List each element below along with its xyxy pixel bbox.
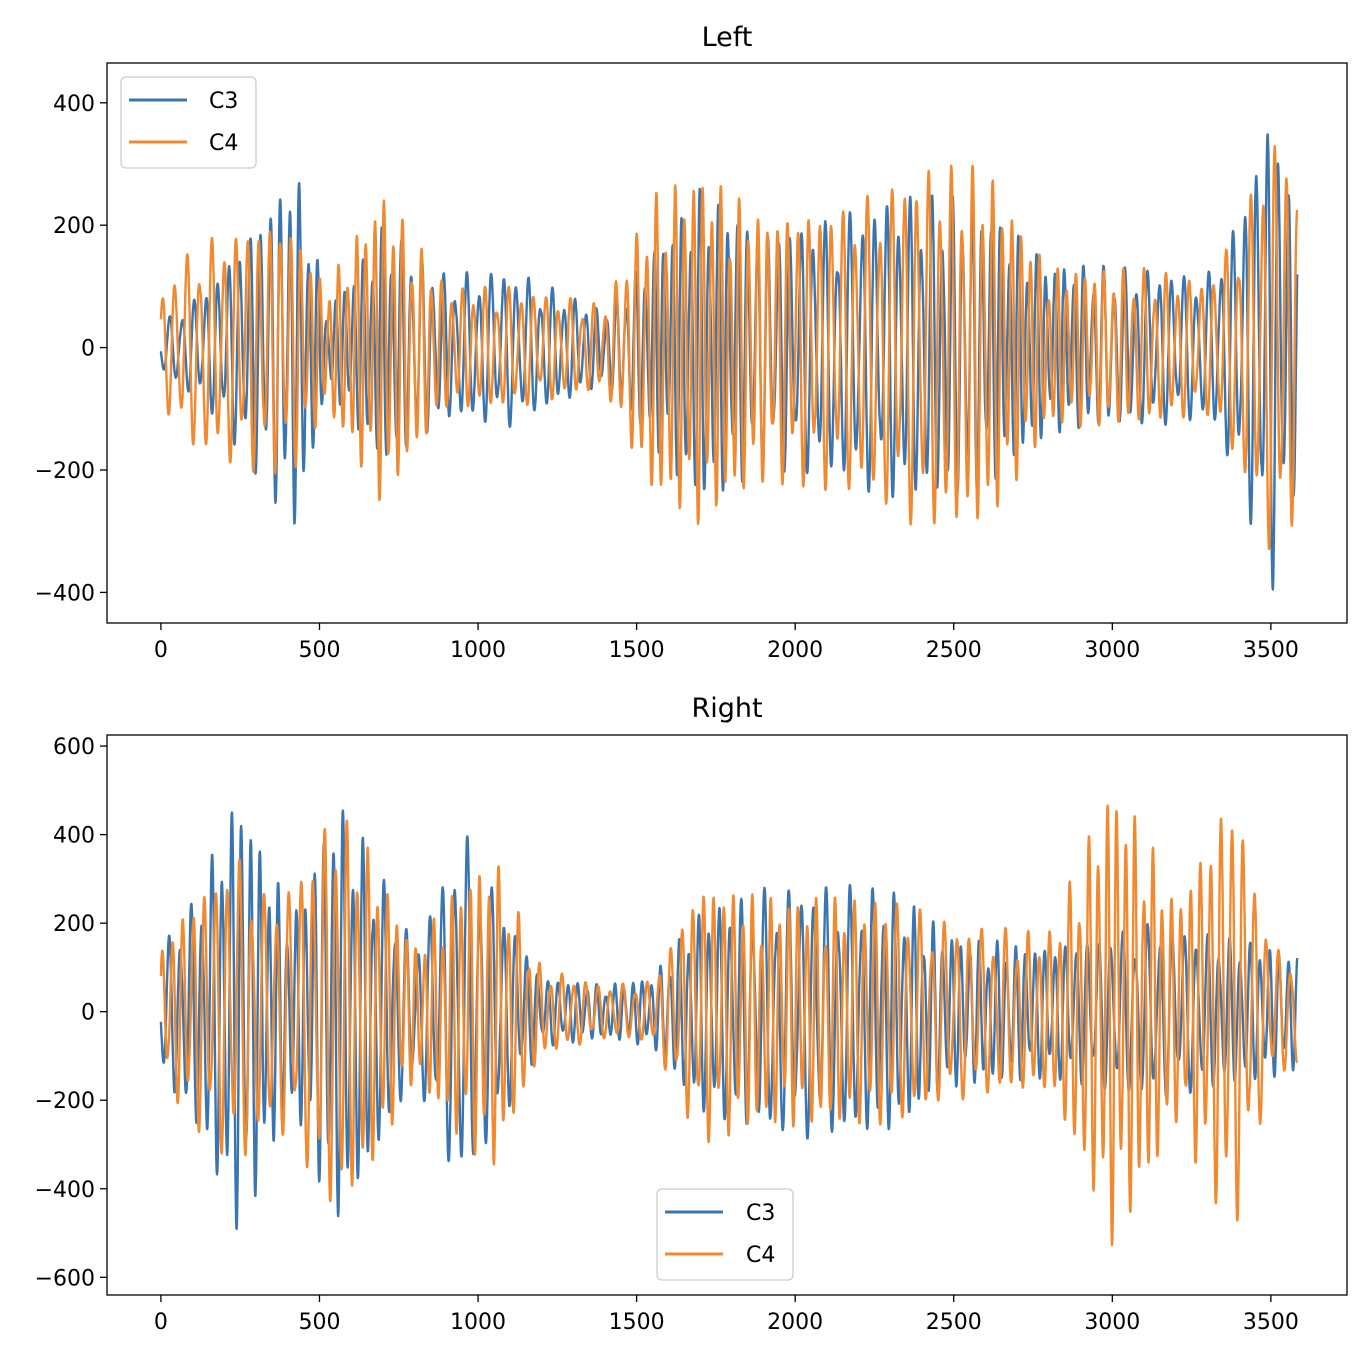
left-axis-ticks: 0 500 1000 1500 2000 2500 3000 35004002000−200−… (35, 92, 1299, 663)
left-x-tick-label: 3500 (1243, 638, 1299, 663)
right-legend: C3 C4 (656, 1188, 794, 1281)
right-y-tick-label: −600 (35, 1266, 95, 1291)
left-series-c4 (159, 145, 1299, 551)
left-x-tick-label: 500 (298, 638, 340, 663)
right-subplot: Right 0 500 1000 1500 2000 2500 3000 3500600400… (35, 693, 1348, 1335)
left-x-tick-label: 2000 (767, 638, 823, 663)
right-x-tick-label: 2500 (926, 1310, 982, 1335)
right-y-tick-label: 0 (81, 1001, 95, 1026)
right-legend-c3-label: C3 (746, 1201, 775, 1226)
left-y-tick-label: −200 (35, 459, 95, 484)
left-x-tick-label: 1000 (450, 638, 506, 663)
left-legend-c4-label: C4 (209, 131, 238, 156)
right-x-tick-label: 3000 (1084, 1310, 1140, 1335)
left-subplot-title: Left (702, 22, 753, 53)
right-plot-frame (106, 734, 1348, 1296)
right-x-tick-label: 1500 (609, 1310, 665, 1335)
right-y-tick-label: 600 (53, 735, 95, 760)
left-subplot: Left 0 500 1000 1500 2000 2500 3000 35004002000… (35, 22, 1348, 663)
left-y-tick-label: 200 (53, 214, 95, 239)
right-x-tick-label: 3500 (1243, 1310, 1299, 1335)
left-y-tick-label: −400 (35, 581, 95, 606)
right-x-tick-label: 0 (154, 1310, 168, 1335)
right-y-tick-label: 200 (53, 912, 95, 937)
left-y-tick-label: 400 (53, 92, 95, 117)
left-x-tick-label: 0 (154, 638, 168, 663)
right-series-c4 (159, 804, 1299, 1247)
right-axis-ticks: 0 500 1000 1500 2000 2500 3000 35006004002000−2… (35, 735, 1299, 1335)
left-x-tick-label: 2500 (926, 638, 982, 663)
right-y-tick-label: −400 (35, 1178, 95, 1203)
left-y-tick-label: 0 (81, 337, 95, 362)
right-x-tick-label: 500 (298, 1310, 340, 1335)
left-plot-frame (106, 62, 1348, 624)
right-subplot-title: Right (691, 693, 762, 724)
left-series-lines (159, 133, 1299, 591)
left-legend: C3 C4 (120, 76, 257, 169)
left-legend-c3-label: C3 (209, 89, 238, 114)
right-y-tick-label: −200 (35, 1089, 95, 1114)
right-x-tick-label: 1000 (450, 1310, 506, 1335)
right-x-tick-label: 2000 (767, 1310, 823, 1335)
left-x-tick-label: 1500 (609, 638, 665, 663)
right-y-tick-label: 400 (53, 824, 95, 849)
left-x-tick-label: 3000 (1084, 638, 1140, 663)
right-series-lines (159, 804, 1299, 1247)
right-legend-c4-label: C4 (746, 1243, 775, 1268)
